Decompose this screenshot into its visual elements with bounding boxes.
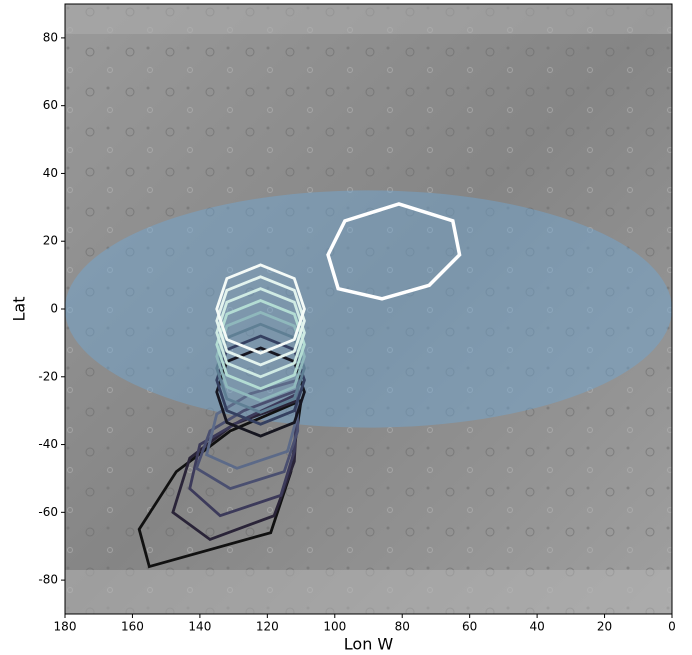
footprint-polygon [215,275,306,367]
x-tick-label: 180 [54,620,77,634]
x-tick-label: 120 [256,620,279,634]
footprint-polygon [215,263,306,355]
y-tick-label: 0 [50,302,58,316]
y-tick-label: -60 [38,505,58,519]
footprint-polygon [215,287,306,379]
y-tick-label: -80 [38,573,58,587]
y-tick-label: 20 [43,234,58,248]
y-axis-label: Lat [10,297,29,322]
x-tick-label: 20 [597,620,612,634]
y-tick-label: -20 [38,369,58,383]
x-tick-label: 80 [395,620,410,634]
x-tick-label: 0 [668,620,676,634]
region-ellipse [65,190,672,428]
y-tick-label: 60 [43,98,58,112]
footprint-polygon [215,310,306,403]
x-tick-label: 140 [188,620,211,634]
footprint-polygon [215,334,306,426]
footprint-polygon [215,346,306,438]
x-tick-label: 40 [529,620,544,634]
surface-image [65,4,672,614]
y-tick-label: 40 [43,166,58,180]
plot-area [65,190,672,569]
x-tick-label: 100 [323,620,346,634]
footprint-polygon [326,202,462,301]
x-axis-label: Lon W [344,635,394,654]
x-tick-label: 60 [462,620,477,634]
x-tick-label: 160 [121,620,144,634]
y-tick-label: 80 [43,30,58,44]
footprint-polygon [215,299,306,391]
y-tick-label: -40 [38,437,58,451]
footprint-polygon [215,322,306,414]
